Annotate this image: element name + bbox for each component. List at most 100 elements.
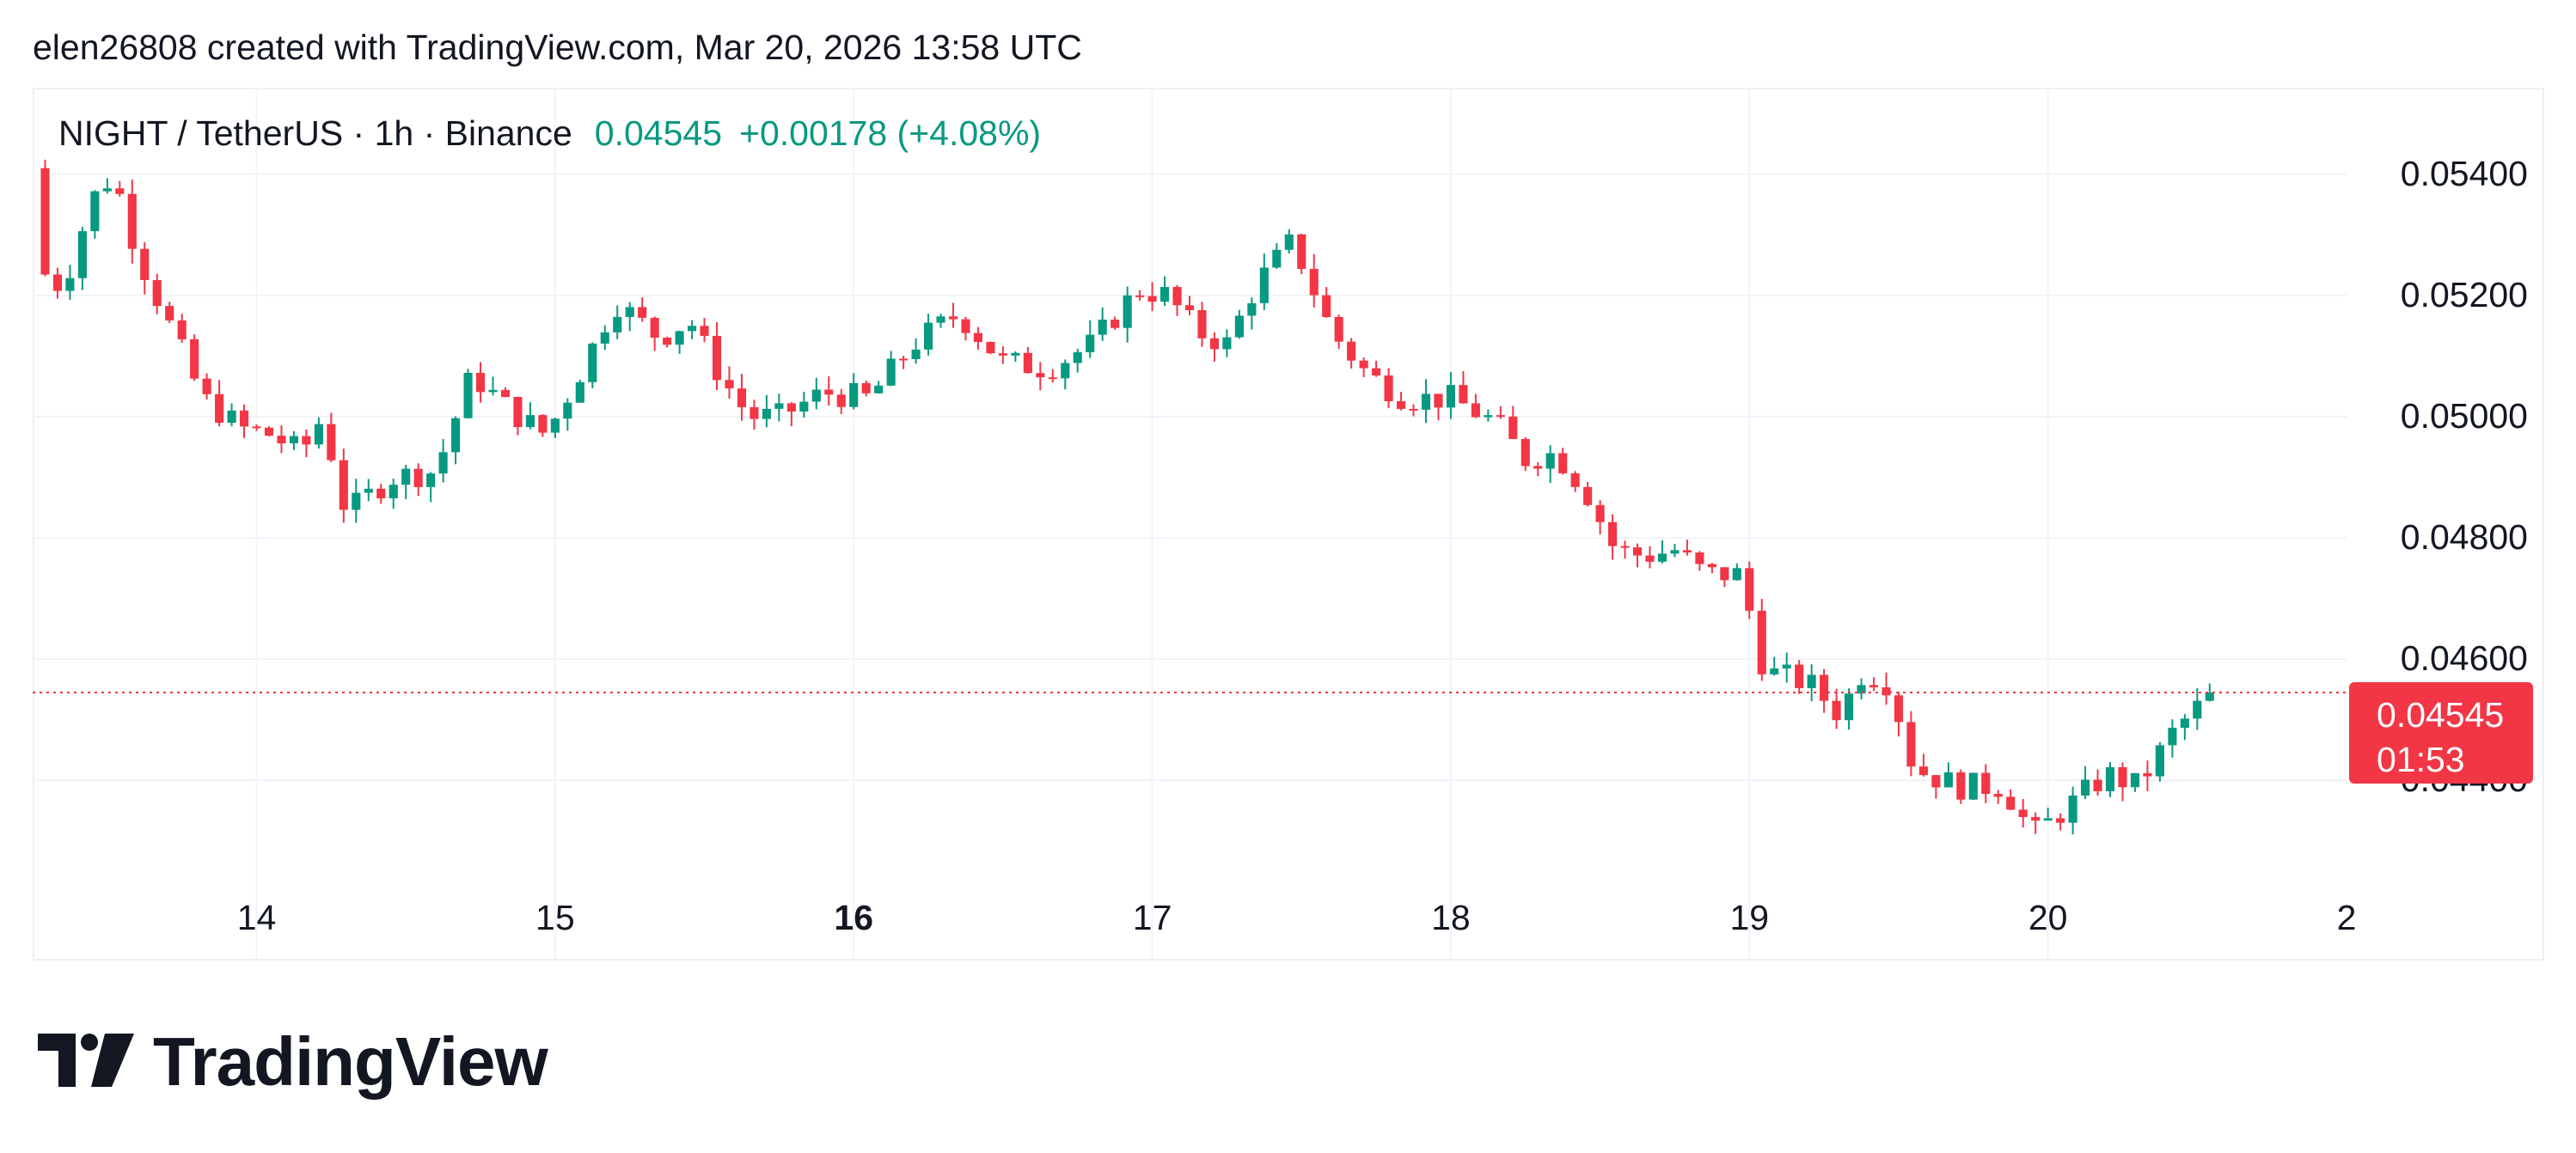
candle (227, 403, 236, 427)
candle (1832, 688, 1841, 729)
candle (1471, 393, 1480, 418)
candle (1372, 360, 1381, 377)
candle (973, 326, 983, 351)
candle (786, 402, 796, 427)
price-axis-label: 0.04800 (2400, 517, 2528, 558)
candle (1123, 286, 1132, 343)
grid-layer (33, 88, 2347, 959)
candle (1446, 372, 1456, 419)
chart-frame[interactable] (33, 88, 2544, 961)
candle (389, 479, 398, 509)
candle (438, 438, 448, 483)
candle (1061, 359, 1070, 390)
candle (1247, 297, 1257, 330)
candle (1222, 329, 1232, 357)
candle (1172, 284, 1182, 316)
candle (1943, 762, 1953, 788)
candle (936, 314, 945, 328)
candle (364, 479, 373, 502)
candle (750, 400, 759, 430)
candle (77, 227, 87, 290)
candle (302, 429, 311, 458)
price-axis-label: 0.04600 (2400, 638, 2528, 679)
candle (252, 424, 261, 431)
candle (2105, 761, 2115, 797)
candle (1745, 561, 1754, 619)
candle (538, 414, 548, 437)
candle (1459, 370, 1468, 404)
candle (737, 374, 747, 421)
candle (638, 297, 647, 322)
candle (1894, 692, 1904, 737)
candle (923, 314, 933, 356)
candle (140, 241, 150, 295)
candle (762, 394, 771, 428)
last-price-tag: 0.04545 01:53 (2349, 682, 2533, 784)
candle (1918, 753, 1928, 777)
candle (264, 426, 274, 436)
candle (1882, 672, 1891, 705)
candle (675, 330, 684, 354)
time-axis-label: 14 (236, 898, 277, 937)
candle (1782, 652, 1791, 683)
candle (1086, 320, 1095, 358)
candle (500, 387, 511, 398)
candle (725, 366, 734, 400)
candle (1620, 540, 1630, 559)
candle (1259, 253, 1269, 310)
time-axis-label: 15 (535, 898, 575, 937)
candle (2168, 719, 2177, 758)
candle (1184, 296, 1195, 315)
candle (1931, 774, 1941, 799)
candle (886, 351, 896, 387)
candle (376, 484, 386, 504)
candle (426, 472, 436, 503)
candle (1023, 346, 1032, 374)
candle (998, 346, 1007, 364)
candle (575, 379, 584, 403)
candle (1545, 445, 1555, 484)
candle (700, 317, 709, 343)
candle (413, 463, 423, 497)
candle (961, 316, 970, 341)
candle (1111, 316, 1120, 331)
candle (1322, 287, 1331, 318)
candle (663, 336, 672, 348)
candle (90, 190, 100, 239)
candle (948, 302, 958, 328)
candle (1284, 229, 1294, 254)
candle (115, 180, 125, 197)
candle (874, 381, 884, 394)
candle (1508, 406, 1518, 440)
candle (1309, 253, 1319, 308)
candle (899, 356, 909, 369)
candle (2118, 762, 2127, 802)
candle (911, 338, 921, 364)
candle (2180, 714, 2189, 741)
candle (1770, 656, 1779, 676)
candle (1334, 314, 1343, 350)
candle (451, 416, 461, 465)
candle (688, 320, 697, 339)
candle (1558, 448, 1568, 475)
candle (2143, 760, 2152, 791)
tradingview-logo[interactable]: TradingView (38, 1022, 548, 1101)
candle (2043, 807, 2053, 821)
candle (836, 388, 846, 414)
candle (177, 314, 187, 343)
candle (1396, 392, 1406, 411)
candle (1695, 551, 1704, 571)
candle (1720, 567, 1729, 588)
candle (1595, 500, 1605, 535)
time-axis-label: 18 (1431, 898, 1471, 937)
candle (588, 342, 597, 388)
candle (1073, 348, 1082, 373)
candle (2080, 766, 2090, 799)
candle (165, 302, 174, 324)
candle (475, 362, 486, 403)
candle (488, 376, 498, 396)
candle (1147, 282, 1157, 312)
candle (613, 305, 622, 339)
candle (1670, 543, 1680, 558)
